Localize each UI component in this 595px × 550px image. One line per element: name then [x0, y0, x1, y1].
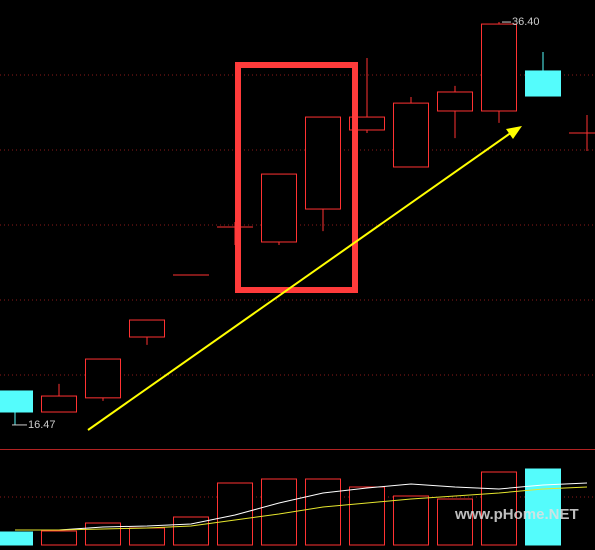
- volume-bar: [305, 478, 341, 546]
- volume-bar: [349, 486, 385, 546]
- arrow-head: [506, 126, 522, 139]
- candle-body: [349, 116, 385, 131]
- volume-ma-line: [15, 486, 588, 531]
- candle-body: [41, 395, 77, 413]
- volume-bar: [481, 471, 517, 546]
- volume-bar: [393, 495, 429, 546]
- min-label: 16.47: [28, 419, 56, 431]
- candle-body: [0, 390, 33, 413]
- volume-ma-line: [15, 482, 588, 531]
- candle-body: [261, 173, 297, 243]
- volume-bar: [217, 482, 253, 546]
- candle-body: [305, 116, 341, 210]
- volume-bar: [437, 498, 473, 546]
- candle-body: [393, 102, 429, 168]
- highlight-box: [235, 62, 358, 293]
- volume-bar: [41, 530, 77, 546]
- candle-body: [85, 358, 121, 399]
- volume-bar: [0, 531, 33, 546]
- candle-body: [437, 91, 473, 112]
- trend-arrow: [87, 131, 513, 431]
- volume-bar: [129, 527, 165, 546]
- candle-body: [129, 319, 165, 338]
- candle-body: [481, 23, 517, 112]
- marks: 36.40 16.47: [0, 16, 595, 546]
- max-label: 36.40: [512, 16, 540, 28]
- volume-bar: [525, 468, 561, 546]
- candle-body: [525, 70, 561, 97]
- watermark: www.pHome.NET: [454, 506, 579, 523]
